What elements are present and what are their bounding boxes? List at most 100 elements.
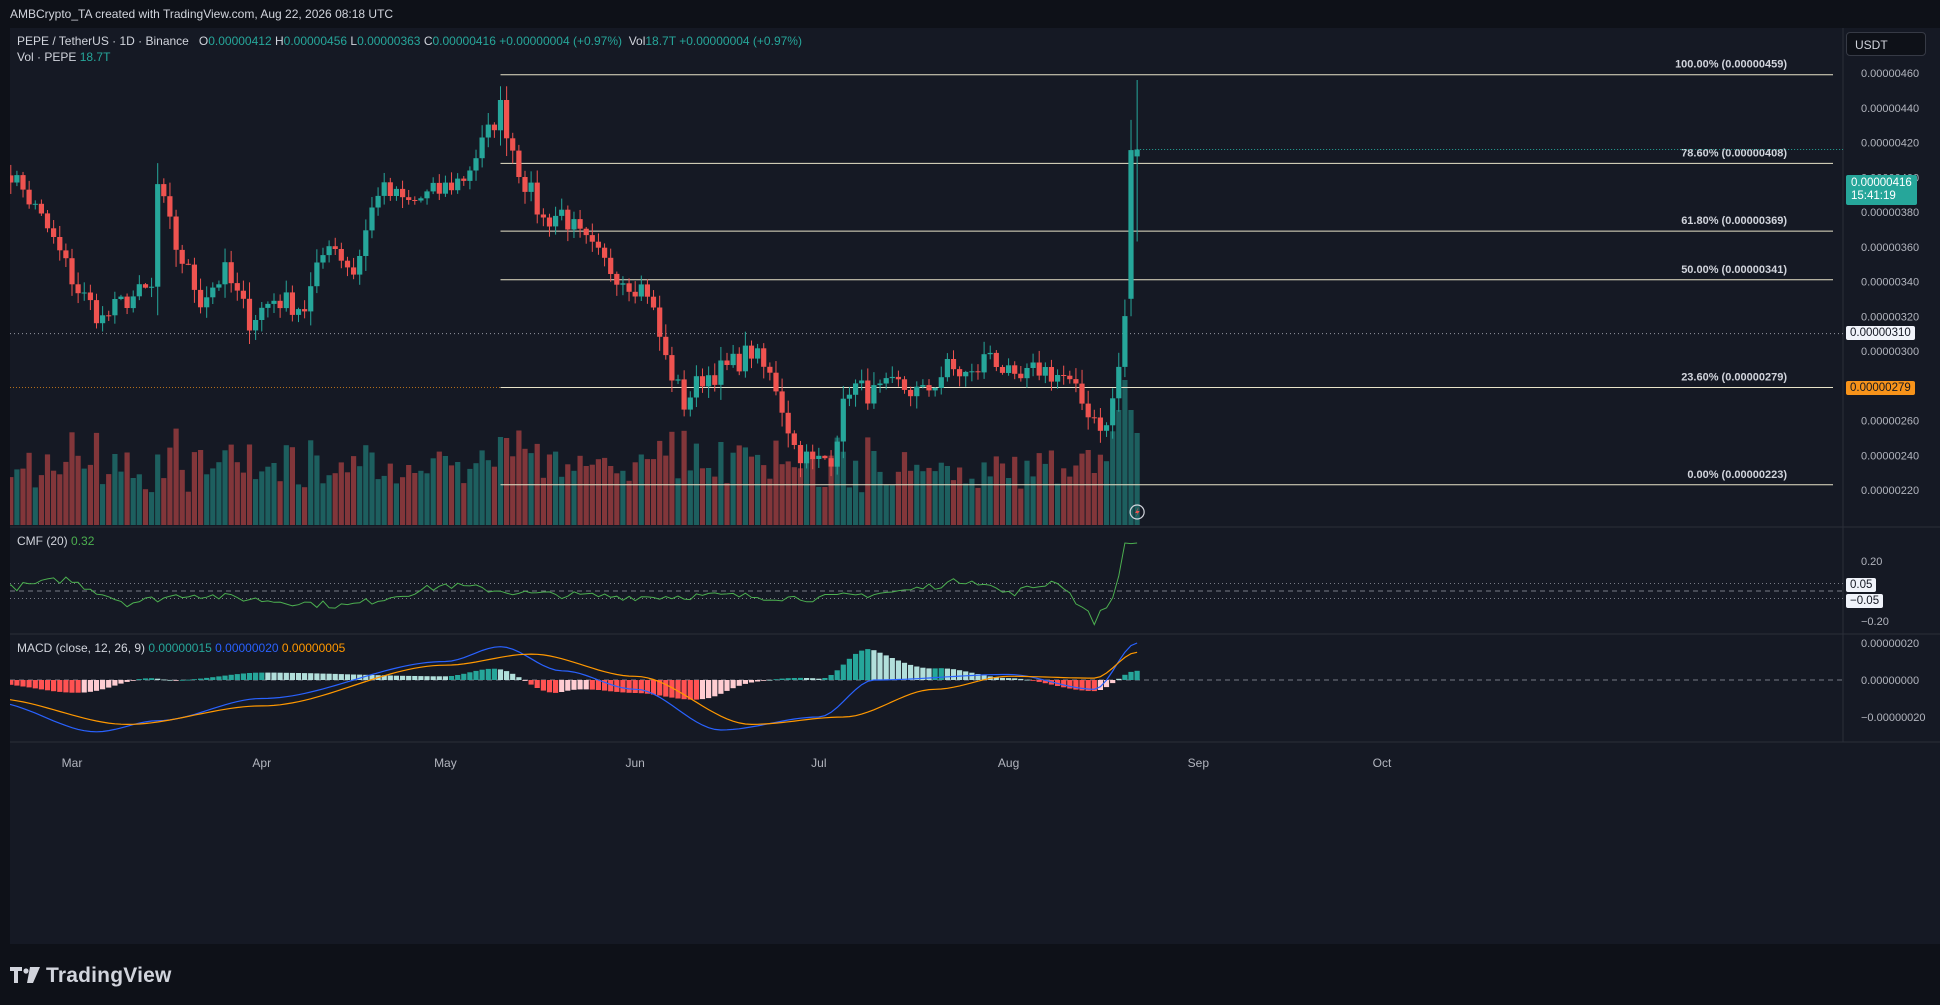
candle-body xyxy=(877,383,883,386)
candle-body xyxy=(338,249,344,261)
macd-histogram-bar xyxy=(650,680,657,695)
volume-bar xyxy=(859,492,865,525)
cmf-label[interactable]: CMF (20) xyxy=(17,534,68,548)
volume-bar xyxy=(51,470,57,525)
candle-body xyxy=(730,353,736,366)
macd-histogram-bar xyxy=(363,674,369,680)
candle-body xyxy=(406,197,412,200)
volume-bar xyxy=(314,455,320,525)
candle-body xyxy=(1055,375,1061,382)
candle-body xyxy=(1061,375,1067,376)
volume-bar xyxy=(442,456,448,525)
macd-histogram-bar xyxy=(742,680,748,684)
macd-histogram-bar xyxy=(626,680,632,693)
price-axis-tick: 0.00000340 xyxy=(1861,277,1919,289)
tradingview-logo-text: TradingView xyxy=(46,964,172,987)
macd-histogram-bar xyxy=(467,672,473,680)
volume-bar xyxy=(797,468,804,525)
candle-body xyxy=(540,214,546,218)
price-axis-tick: 0.00000440 xyxy=(1861,103,1919,115)
volume-bar xyxy=(791,467,797,525)
macd-histogram-bar xyxy=(999,677,1006,680)
candle-body xyxy=(142,284,149,288)
macd-histogram-bar xyxy=(142,678,149,680)
macd-label[interactable]: MACD (close, 12, 26, 9) xyxy=(17,641,146,655)
macd-histogram-bar xyxy=(234,674,240,680)
volume-bar xyxy=(620,470,626,525)
macd-hist-legend-value: 0.00000015 xyxy=(148,641,212,655)
tradingview-logo[interactable]: TradingView xyxy=(10,964,172,988)
macd-histogram-bar xyxy=(712,680,718,697)
macd-histogram-bar xyxy=(583,680,589,690)
countdown-value: 15:41:19 xyxy=(1851,190,1896,202)
volume-bar xyxy=(816,486,822,525)
macd-histogram-bar xyxy=(901,662,908,680)
candle-body xyxy=(816,455,822,459)
volume-series-label[interactable]: Vol · PEPE xyxy=(17,50,77,64)
candle-body xyxy=(914,386,920,397)
macd-histogram-bar xyxy=(846,658,852,680)
volume-bar xyxy=(265,466,271,525)
price-axis-tick: 0.00000460 xyxy=(1861,68,1919,80)
candle-body xyxy=(522,177,528,192)
volume-bar xyxy=(853,460,859,525)
macd-histogram-bar xyxy=(75,680,81,693)
volume-bar xyxy=(332,473,338,525)
volume-bar xyxy=(626,480,632,525)
macd-histogram-bar xyxy=(253,672,259,680)
volume-bar xyxy=(467,468,473,525)
macd-histogram-bar xyxy=(632,680,638,693)
candle-body xyxy=(761,348,767,367)
macd-histogram-bar xyxy=(761,680,767,681)
candle-body xyxy=(1018,373,1024,379)
candle-body xyxy=(320,255,326,263)
macd-histogram-bar xyxy=(889,658,895,680)
volume-bar xyxy=(173,428,179,525)
candle-body xyxy=(975,371,981,373)
candle-body xyxy=(828,458,834,467)
volume-bar xyxy=(375,479,381,525)
volume-bar xyxy=(840,451,846,525)
macd-histogram-bar xyxy=(406,675,412,680)
currency-button[interactable]: USDT xyxy=(1846,32,1926,56)
macd-histogram-bar xyxy=(773,679,779,680)
candle-body xyxy=(748,345,755,359)
macd-histogram-bar xyxy=(57,680,63,692)
volume-bar xyxy=(393,483,399,525)
volume-bar xyxy=(167,447,173,525)
volume-bar xyxy=(289,447,295,525)
candle-body xyxy=(185,263,191,265)
volume-bar xyxy=(491,466,497,525)
candle-body xyxy=(57,237,63,251)
macd-histogram-bar xyxy=(246,673,253,680)
macd-legend: MACD (close, 12, 26, 9) 0.00000015 0.000… xyxy=(17,641,345,655)
macd-histogram-bar xyxy=(1006,678,1012,680)
price-axis: 0.000004600.000004400.000004200.00000400… xyxy=(1861,68,1926,724)
macd-histogram-bar xyxy=(38,680,44,690)
chart-svg[interactable]: 100.00% (0.00000459) 78.60% (0.00000408) 6… xyxy=(10,28,1940,944)
macd-histogram-bar xyxy=(730,680,736,689)
volume-bar xyxy=(944,466,950,525)
fib-label: 61.80% (0.00000369) xyxy=(1681,215,1787,227)
macd-histogram-bar xyxy=(1024,679,1030,681)
macd-histogram-bar xyxy=(589,680,595,690)
candle-body xyxy=(430,182,436,192)
macd-line-legend-value: 0.00000020 xyxy=(215,641,279,655)
macd-histogram-bar xyxy=(344,674,351,680)
candle-body xyxy=(1012,365,1018,374)
volume-bar xyxy=(730,452,736,525)
bolt-icon-ring xyxy=(1129,504,1145,520)
candle-body xyxy=(38,203,44,214)
volume-bar xyxy=(504,438,510,525)
macd-histogram-bar xyxy=(44,680,51,691)
candle-body xyxy=(908,389,914,397)
candle-body xyxy=(859,380,865,384)
symbol-label[interactable]: PEPE / TetherUS · 1D · Binance xyxy=(17,34,189,48)
candle-body xyxy=(926,385,932,391)
volume-bar xyxy=(302,487,308,525)
macd-histogram-bar xyxy=(577,680,583,690)
chart-frame[interactable]: 100.00% (0.00000459) 78.60% (0.00000408) 6… xyxy=(10,28,1940,944)
volume-bar xyxy=(455,462,461,525)
candle-body xyxy=(620,283,626,285)
volume-bar xyxy=(1103,461,1110,525)
